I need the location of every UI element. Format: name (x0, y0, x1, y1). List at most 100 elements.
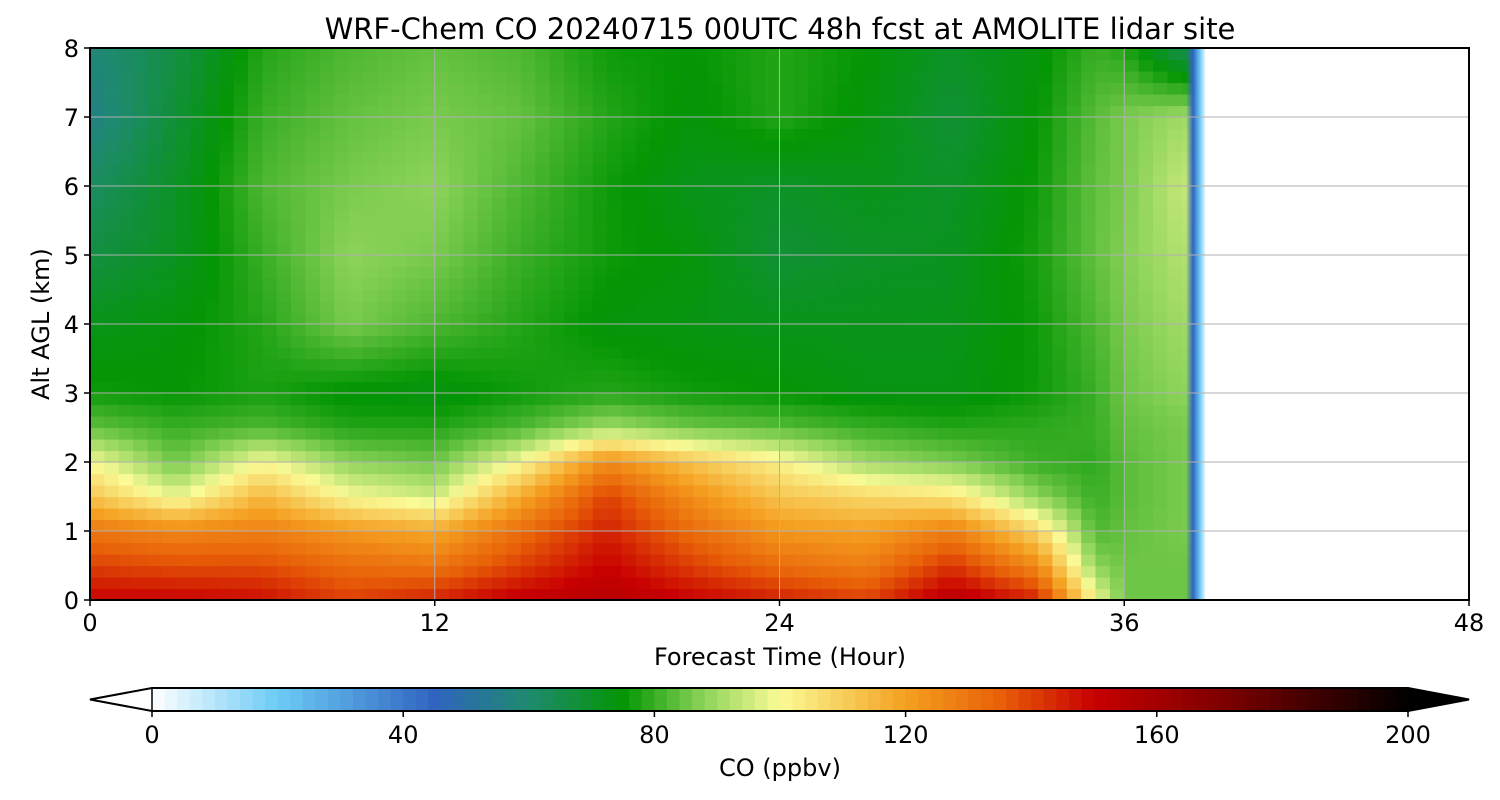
heatmap-cell (362, 289, 378, 302)
heatmap-cell (291, 163, 307, 176)
colorbar-tick-label: 80 (639, 721, 670, 749)
heatmap-cell (1009, 324, 1025, 337)
heatmap-cell (348, 151, 364, 164)
heatmap-cell (822, 128, 838, 141)
heatmap-cell (765, 289, 781, 302)
heatmap-cell (1038, 59, 1054, 72)
heatmap-cell (793, 577, 809, 590)
heatmap-cell (880, 174, 896, 187)
heatmap-cell (147, 531, 163, 544)
heatmap-cell (334, 209, 350, 222)
heatmap-cell (1052, 243, 1068, 256)
heatmap-cell (391, 59, 407, 72)
heatmap-cell (506, 105, 522, 118)
heatmap-cell (190, 117, 206, 130)
heatmap-cell (750, 393, 766, 406)
heatmap-cell (90, 370, 105, 383)
heatmap-cell (133, 232, 149, 245)
heatmap-cell (750, 174, 766, 187)
heatmap-cell (549, 117, 565, 130)
heatmap-cell (1052, 278, 1068, 291)
heatmap-cell (219, 416, 235, 429)
heatmap-cell (248, 243, 263, 256)
heatmap-cell (880, 105, 896, 118)
heatmap-cell (535, 450, 551, 463)
heatmap-cell (951, 439, 967, 452)
heatmap-cell (765, 209, 781, 222)
heatmap-cell (635, 209, 651, 222)
heatmap-cell (951, 48, 967, 61)
heatmap-cell (693, 48, 709, 61)
heatmap-cell (650, 485, 666, 498)
heatmap-cell (1152, 289, 1168, 302)
heatmap-cell (1095, 508, 1111, 521)
heatmap-cell (233, 105, 249, 118)
heatmap-cell (1009, 48, 1025, 61)
heatmap-cell (808, 197, 824, 210)
heatmap-cell (1066, 565, 1082, 578)
heatmap-cell (190, 404, 206, 417)
heatmap-cell (1167, 554, 1183, 567)
heatmap-cell (1152, 335, 1168, 348)
heatmap-cell (1152, 220, 1168, 233)
heatmap-cell (793, 71, 809, 84)
heatmap-cell (147, 416, 163, 429)
heatmap-cell (420, 439, 436, 452)
heatmap-cell (779, 71, 795, 84)
heatmap-cell (693, 370, 709, 383)
heatmap-cell (506, 416, 522, 429)
heatmap-cell (1152, 59, 1168, 72)
heatmap-cell (750, 105, 766, 118)
heatmap-cell (434, 243, 450, 256)
heatmap-cell (334, 151, 350, 164)
heatmap-cell (391, 519, 407, 532)
heatmap-cell (291, 140, 307, 153)
heatmap-cell (578, 289, 594, 302)
heatmap-cell (678, 105, 694, 118)
heatmap-cell (1167, 59, 1183, 72)
heatmap-cell (779, 94, 795, 107)
heatmap-cell (822, 174, 838, 187)
heatmap-cell (1167, 186, 1183, 199)
heatmap-cell (377, 485, 393, 498)
heatmap-cell (434, 404, 450, 417)
heatmap-cell (549, 243, 565, 256)
heatmap-cell (233, 140, 249, 153)
heatmap-cell (520, 554, 536, 567)
heatmap-cell (147, 82, 163, 95)
heatmap-cell (1052, 255, 1068, 268)
heatmap-cell (506, 243, 522, 256)
heatmap-cell (391, 565, 407, 578)
heatmap-cell (1009, 289, 1025, 302)
heatmap-cell (621, 301, 637, 314)
heatmap-cell (851, 117, 867, 130)
heatmap-cell (908, 508, 924, 521)
heatmap-cell (1038, 151, 1054, 164)
heatmap-cell (348, 232, 364, 245)
heatmap-cell (564, 496, 579, 509)
heatmap-cell (1052, 565, 1068, 578)
heatmap-cell (219, 427, 235, 440)
heatmap-cell (750, 232, 766, 245)
heatmap-cell (219, 347, 235, 360)
heatmap-cell (951, 554, 967, 567)
heatmap-cell (564, 565, 579, 578)
heatmap-cell (1009, 473, 1025, 486)
heatmap-cell (765, 485, 781, 498)
heatmap-cell (291, 577, 307, 590)
heatmap-cell (147, 542, 163, 555)
heatmap-cell (693, 71, 709, 84)
colorbar-segment (1156, 688, 1170, 711)
heatmap-cell (923, 255, 939, 268)
heatmap-cell (262, 531, 278, 544)
colorbar-segment (1382, 688, 1396, 711)
colorbar-segment (918, 688, 932, 711)
heatmap-cell (463, 48, 479, 61)
heatmap-cell (880, 565, 896, 578)
heatmap-cell (1167, 289, 1183, 302)
heatmap-cell (750, 243, 766, 256)
heatmap-cell (118, 485, 134, 498)
heatmap-cell (276, 462, 292, 475)
heatmap-cell (161, 94, 177, 107)
heatmap-cell (362, 151, 378, 164)
